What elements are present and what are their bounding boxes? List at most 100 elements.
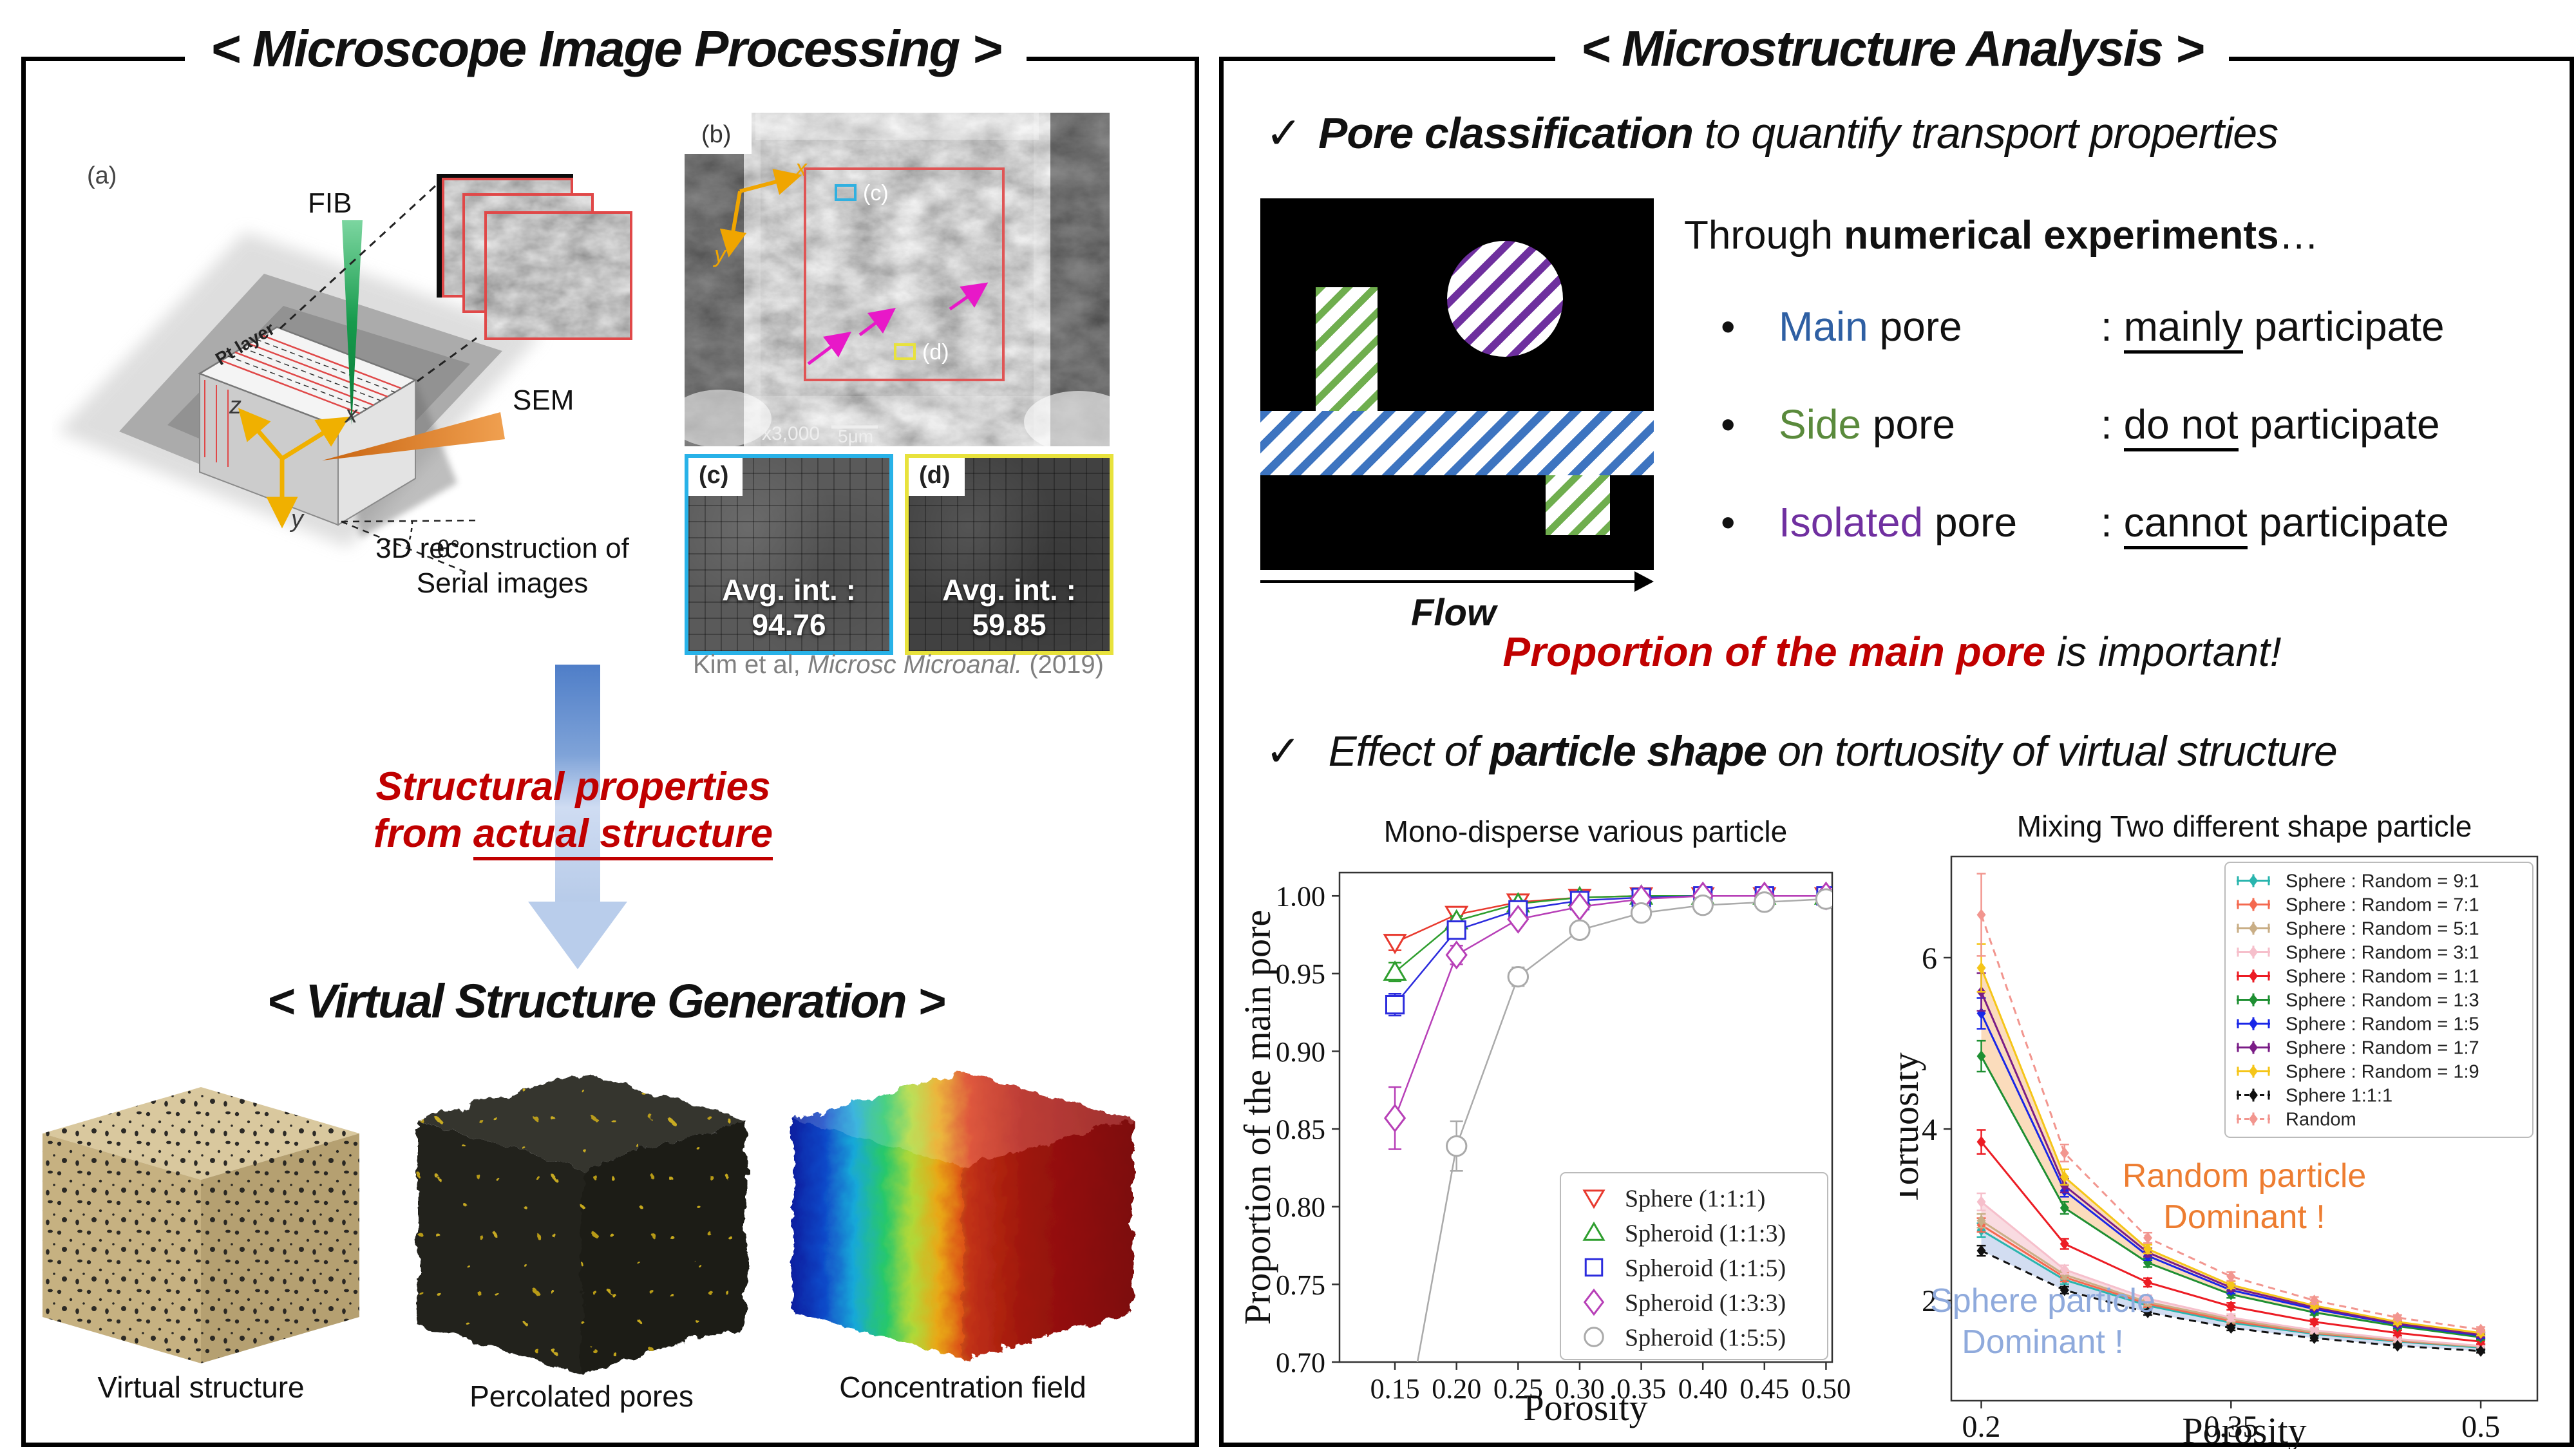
svg-text:Spheroid (1:5:5): Spheroid (1:5:5) (1625, 1324, 1786, 1351)
emphasis-black: is important! (2045, 629, 2282, 675)
svg-text:Sphere : Random = 5:1: Sphere : Random = 5:1 (2286, 919, 2479, 940)
svg-text:Porosity: Porosity (2182, 1410, 2306, 1449)
particle-shape-pre: Effect of (1317, 727, 1490, 775)
svg-text:0.20: 0.20 (1432, 1373, 1481, 1405)
svg-text:Sphere : Random = 9:1: Sphere : Random = 9:1 (2286, 871, 2479, 892)
sem-left-highlight (744, 113, 761, 446)
through-text: Through numerical experiments… (1684, 213, 2319, 258)
svg-text:Sphere : Random = 1:3: Sphere : Random = 1:3 (2286, 990, 2479, 1011)
sem-cross-section-image: (b) x y (c) (d) x3,000 5μm (685, 113, 1110, 446)
side-pore-bottom (1546, 475, 1610, 535)
main-pore-suffix: pore (1868, 303, 1962, 350)
side-after: participate (2238, 401, 2440, 448)
side-colon: : (2101, 401, 2124, 448)
intensity-patch-c: (c) Avg. int. : 94.76 (685, 454, 893, 655)
through-emph: numerical experiments (1844, 213, 2279, 258)
bullet-dot: • (1721, 401, 1736, 448)
svg-text:Sphere particle: Sphere particle (1930, 1282, 2155, 1320)
cube-label-percolated: Percolated pores (469, 1379, 694, 1413)
svg-text:0.85: 0.85 (1276, 1113, 1325, 1145)
svg-text:0.50: 0.50 (1801, 1373, 1851, 1405)
svg-text:1.00: 1.00 (1276, 881, 1325, 913)
fib-beam (342, 220, 363, 425)
svg-text:Sphere : Random = 3:1: Sphere : Random = 3:1 (2286, 943, 2479, 963)
structural-properties-line2-pre: from (373, 811, 473, 857)
citation-journal: Microsc Microanal. (807, 650, 1023, 679)
svg-text:0.90: 0.90 (1276, 1036, 1325, 1068)
svg-text:0.45: 0.45 (1739, 1373, 1789, 1405)
fib-sem-schematic: (a) Pt layer FIB SEM (58, 162, 632, 599)
isolated-pore-circle (1447, 241, 1563, 357)
down-arrow-head (528, 902, 627, 969)
serial-section-lines (204, 334, 402, 467)
svg-text:Sphere (1:1:1): Sphere (1:1:1) (1625, 1185, 1765, 1212)
right-panel-title: < Microstructure Analysis > (1219, 19, 2565, 78)
bullet-main-pore: • Main pore: mainly participate (1721, 303, 2445, 354)
figure-a-label: (a) (87, 162, 117, 189)
svg-text:Porosity: Porosity (1523, 1387, 1647, 1428)
check-icon: ✓ (1265, 109, 1302, 158)
particle-shape-post: on tortuosity of virtual structure (1766, 727, 2337, 775)
figure-b-label: (b) (701, 121, 731, 148)
connector-top (279, 182, 439, 330)
virtual-structure-cube (43, 1087, 359, 1363)
svg-text:0.2: 0.2 (1962, 1410, 2001, 1444)
check-icon: ✓ (1265, 727, 1301, 775)
svg-text:Sphere 1:1:1: Sphere 1:1:1 (2286, 1086, 2392, 1106)
svg-text:Mixing Two different shape par: Mixing Two different shape particle (2017, 810, 2472, 843)
svg-text:Spheroid (1:1:3): Spheroid (1:1:3) (1625, 1220, 1786, 1247)
axis-x-label: x (344, 401, 359, 428)
theta-angle (341, 519, 480, 574)
isolated-after: participate (2247, 499, 2449, 545)
bullet-side-pore: • Side pore: do not participate (1721, 401, 2440, 451)
svg-text:0.15: 0.15 (1370, 1373, 1420, 1405)
bullet-dot: • (1721, 499, 1736, 545)
right-panel-title-text: < Microstructure Analysis > (1555, 20, 2230, 77)
main-pore-emphasis: Proportion of the main pore is important… (1219, 628, 2565, 676)
sem-floor-band (744, 396, 1050, 446)
percolated-pores-cube (418, 1072, 746, 1374)
connector-bottom (417, 337, 477, 383)
side-pore-word: Side (1779, 401, 1862, 448)
svg-text:Sphere : Random = 1:7: Sphere : Random = 1:7 (2286, 1038, 2479, 1059)
main-colon: : (2101, 303, 2124, 350)
svg-text:0.80: 0.80 (1276, 1191, 1325, 1223)
figure-a-caption-line1: 3D reconstruction of (375, 533, 630, 564)
concentration-field-cube (793, 1072, 1133, 1359)
sem-right-highlight (1034, 113, 1050, 446)
figure-a-caption-line2: Serial images (417, 567, 589, 599)
roi-c-rect (835, 184, 857, 201)
theta-label: θ° (437, 536, 460, 563)
flow-arrow (1260, 580, 1636, 583)
emphasis-red: Proportion of the main pore (1502, 629, 2046, 675)
flow-label: Flow (1410, 592, 1497, 634)
bullet-main-label: Main pore (1779, 303, 2101, 350)
svg-text:0.95: 0.95 (1276, 958, 1325, 990)
pore-classification-heading: ✓ Pore classification to quantify transpo… (1265, 108, 2278, 159)
patch-d-avg-int: Avg. int. : 59.85 (942, 573, 1076, 641)
sem-beam (322, 412, 505, 460)
pore-classification-bold: Pore classification (1318, 109, 1694, 158)
svg-text:0.70: 0.70 (1276, 1347, 1325, 1378)
svg-text:Sphere : Random = 1:5: Sphere : Random = 1:5 (2286, 1014, 2479, 1035)
axis-y-label: y (289, 506, 305, 533)
cube-label-virtual: Virtual structure (97, 1370, 304, 1404)
main-pore-word: Main (1779, 303, 1868, 350)
svg-text:Dominant !: Dominant ! (2163, 1198, 2325, 1236)
bullet-isolated-pore: • Isolated pore: cannot participate (1721, 498, 2449, 549)
left-panel-title: < Microscope Image Processing > (21, 19, 1190, 79)
particle-shape-bold: particle shape (1490, 727, 1767, 775)
pore-classification-rest: to quantify transport properties (1692, 109, 2278, 158)
citation: Kim et al, Microsc Microanal. (2019) (686, 650, 1111, 679)
main-pore-band (1260, 411, 1654, 475)
side-pore-top (1316, 287, 1378, 411)
structural-properties-underline: actual structure (473, 811, 773, 861)
svg-text:4: 4 (1922, 1113, 1937, 1147)
bullet-side-label: Side pore (1779, 401, 2101, 448)
figure-b-axis-y: y (712, 241, 727, 267)
sem-top-band (755, 113, 1039, 140)
svg-text:0.40: 0.40 (1678, 1373, 1728, 1405)
svg-text:Sphere : Random = 1:1: Sphere : Random = 1:1 (2286, 967, 2479, 987)
svg-text:Spheroid (1:1:5): Spheroid (1:1:5) (1625, 1255, 1786, 1282)
